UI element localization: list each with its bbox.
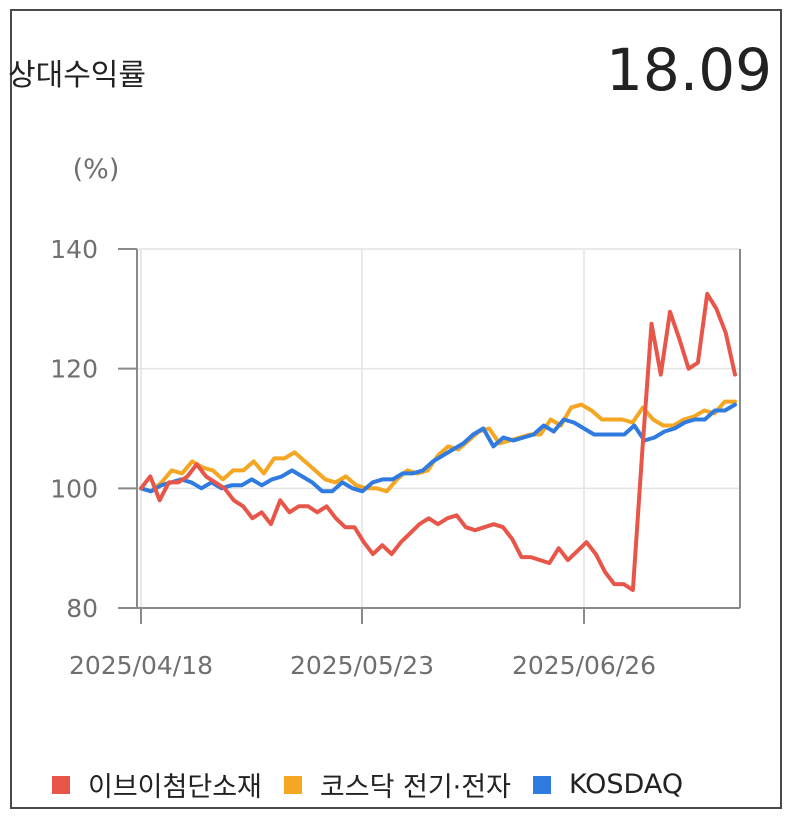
legend: 이브이첨단소재 코스닥 전기·전자 KOSDAQ <box>52 765 705 804</box>
legend-swatch-evmaterials <box>52 775 70 794</box>
series-line-2 <box>139 402 737 494</box>
legend-label-kosdaq: KOSDAQ <box>568 769 684 800</box>
gridlines <box>137 248 740 609</box>
x-tick-label: 2025/06/26 <box>512 651 656 680</box>
series-line-1 <box>139 399 737 494</box>
y-axis-label: (%) <box>73 154 120 185</box>
y-tick-label: 120 <box>50 355 98 384</box>
series-lines <box>139 291 737 592</box>
y-tick-label: 100 <box>50 474 98 503</box>
legend-item-evmaterials: 이브이첨단소재 <box>52 765 262 804</box>
legend-item-kosdaq-electronics: 코스닥 전기·전자 <box>283 765 511 804</box>
legend-label-kosdaq-electronics: 코스닥 전기·전자 <box>319 772 511 803</box>
chart-title: 상대수익률 <box>8 58 146 93</box>
x-tick-label: 2025/05/23 <box>290 651 434 680</box>
legend-item-kosdaq: KOSDAQ <box>532 769 684 800</box>
legend-label-evmaterials: 이브이첨단소재 <box>88 772 262 803</box>
x-tick-label: 2025/04/18 <box>69 651 213 680</box>
chart-card <box>10 9 782 809</box>
series-line-0 <box>139 291 737 592</box>
y-tick-label: 80 <box>66 594 98 623</box>
y-tick-label: 140 <box>50 235 98 264</box>
legend-swatch-kosdaq <box>532 775 551 794</box>
axes: 80 100 120 140 2025/04/18 2025/05/23 2025/06/2… <box>50 235 741 680</box>
return-value: 18.09 <box>605 36 772 104</box>
legend-swatch-kosdaq-electronics <box>283 775 302 794</box>
